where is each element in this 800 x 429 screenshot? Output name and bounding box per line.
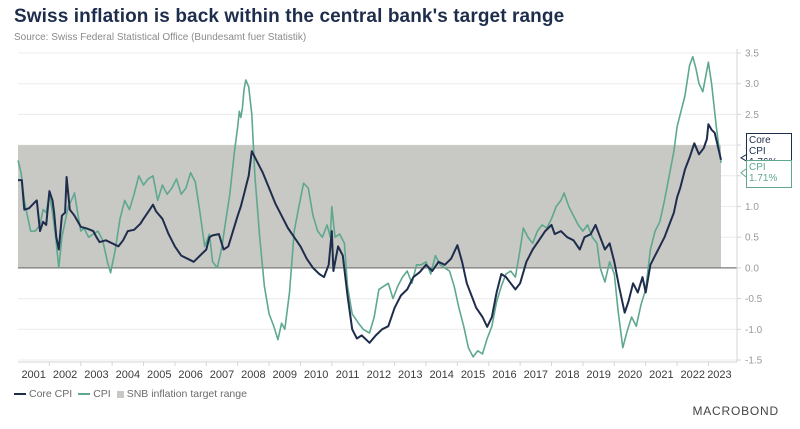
x-tick-label: 2008 (241, 369, 265, 381)
y-tick-label: -1.5 (745, 356, 763, 367)
y-tick-label: 0.5 (745, 233, 759, 244)
x-tick-label: 2009 (273, 369, 297, 381)
legend-target-range-swatch (116, 390, 124, 398)
x-tick-label: 2010 (304, 369, 328, 381)
core-cpi-callout-pointer (740, 154, 747, 162)
legend-item-cpi[interactable]: CPI (78, 388, 111, 400)
chart-title: Swiss inflation is back within the centr… (14, 6, 565, 27)
x-axis-labels: 2001 2002 2003 2004 2005 2006 2007 2008 2009 2010… (21, 369, 731, 381)
x-tick-label: 2011 (336, 369, 360, 381)
series-line-cpi (17, 55, 722, 358)
y-tick-label: -1.0 (745, 325, 763, 336)
x-tick-label: 2017 (524, 369, 548, 381)
y-axis-labels: -1.5-1.0-0.50.00.51.01.52.02.53.03.5 (745, 49, 763, 367)
core-cpi-callout-label: Core CPI (749, 135, 771, 157)
legend-item-core-cpi[interactable]: Core CPI (14, 388, 72, 400)
y-tick-label: 3.0 (745, 79, 759, 90)
x-tick-label: 2018 (555, 369, 579, 381)
x-tick-label: 2012 (367, 369, 391, 381)
core-cpi-last-value-callout: Core CPI 1.76% (746, 133, 792, 168)
macrobond-logo: MACROBOND (692, 404, 779, 418)
series-lines (17, 55, 747, 358)
chart-source: Source: Swiss Federal Statistical Office… (14, 32, 307, 43)
cpi-last-value-callout: CPI 1.71% (746, 160, 792, 188)
x-tick-label: 2007 (210, 369, 234, 381)
x-tick-label: 2006 (178, 369, 202, 381)
x-tick-label: 2016 (492, 369, 516, 381)
x-tick-label: 2020 (618, 369, 642, 381)
x-tick-label: 2015 (461, 369, 485, 381)
y-tick-label: -0.5 (745, 294, 763, 305)
cpi-callout-pointer (740, 168, 747, 178)
x-tick-label: 2021 (649, 369, 673, 381)
x-tick-label: 2019 (586, 369, 610, 381)
series-line-core-cpi (18, 123, 722, 344)
y-tick-label: 2.5 (745, 110, 759, 121)
x-tick-label: 2004 (116, 369, 140, 381)
legend-target-range-label: SNB inflation target range (126, 388, 247, 400)
y-tick-label: 1.0 (745, 202, 759, 213)
legend-cpi-line-swatch (78, 393, 91, 395)
x-tick-label: 2023 (707, 369, 731, 381)
axes (18, 49, 741, 366)
y-tick-label: 0.0 (745, 263, 759, 274)
chart-legend: Core CPI CPI SNB inflation target range (14, 388, 247, 400)
legend-cpi-label: CPI (93, 388, 111, 400)
legend-item-target-range[interactable]: SNB inflation target range (116, 388, 247, 400)
x-tick-label: 2014 (429, 369, 453, 381)
x-tick-label: 2002 (53, 369, 77, 381)
cpi-callout-label: CPI (749, 162, 766, 173)
x-tick-label: 2013 (398, 369, 422, 381)
legend-core-cpi-label: Core CPI (29, 388, 73, 400)
cpi-callout-value: 1.71% (749, 173, 778, 184)
x-tick-label: 2022 (681, 369, 705, 381)
x-tick-label: 2001 (21, 369, 45, 381)
legend-core-cpi-line-swatch (14, 393, 26, 395)
x-tick-label: 2003 (84, 369, 108, 381)
y-tick-label: 3.5 (745, 49, 759, 60)
x-tick-label: 2005 (147, 369, 171, 381)
